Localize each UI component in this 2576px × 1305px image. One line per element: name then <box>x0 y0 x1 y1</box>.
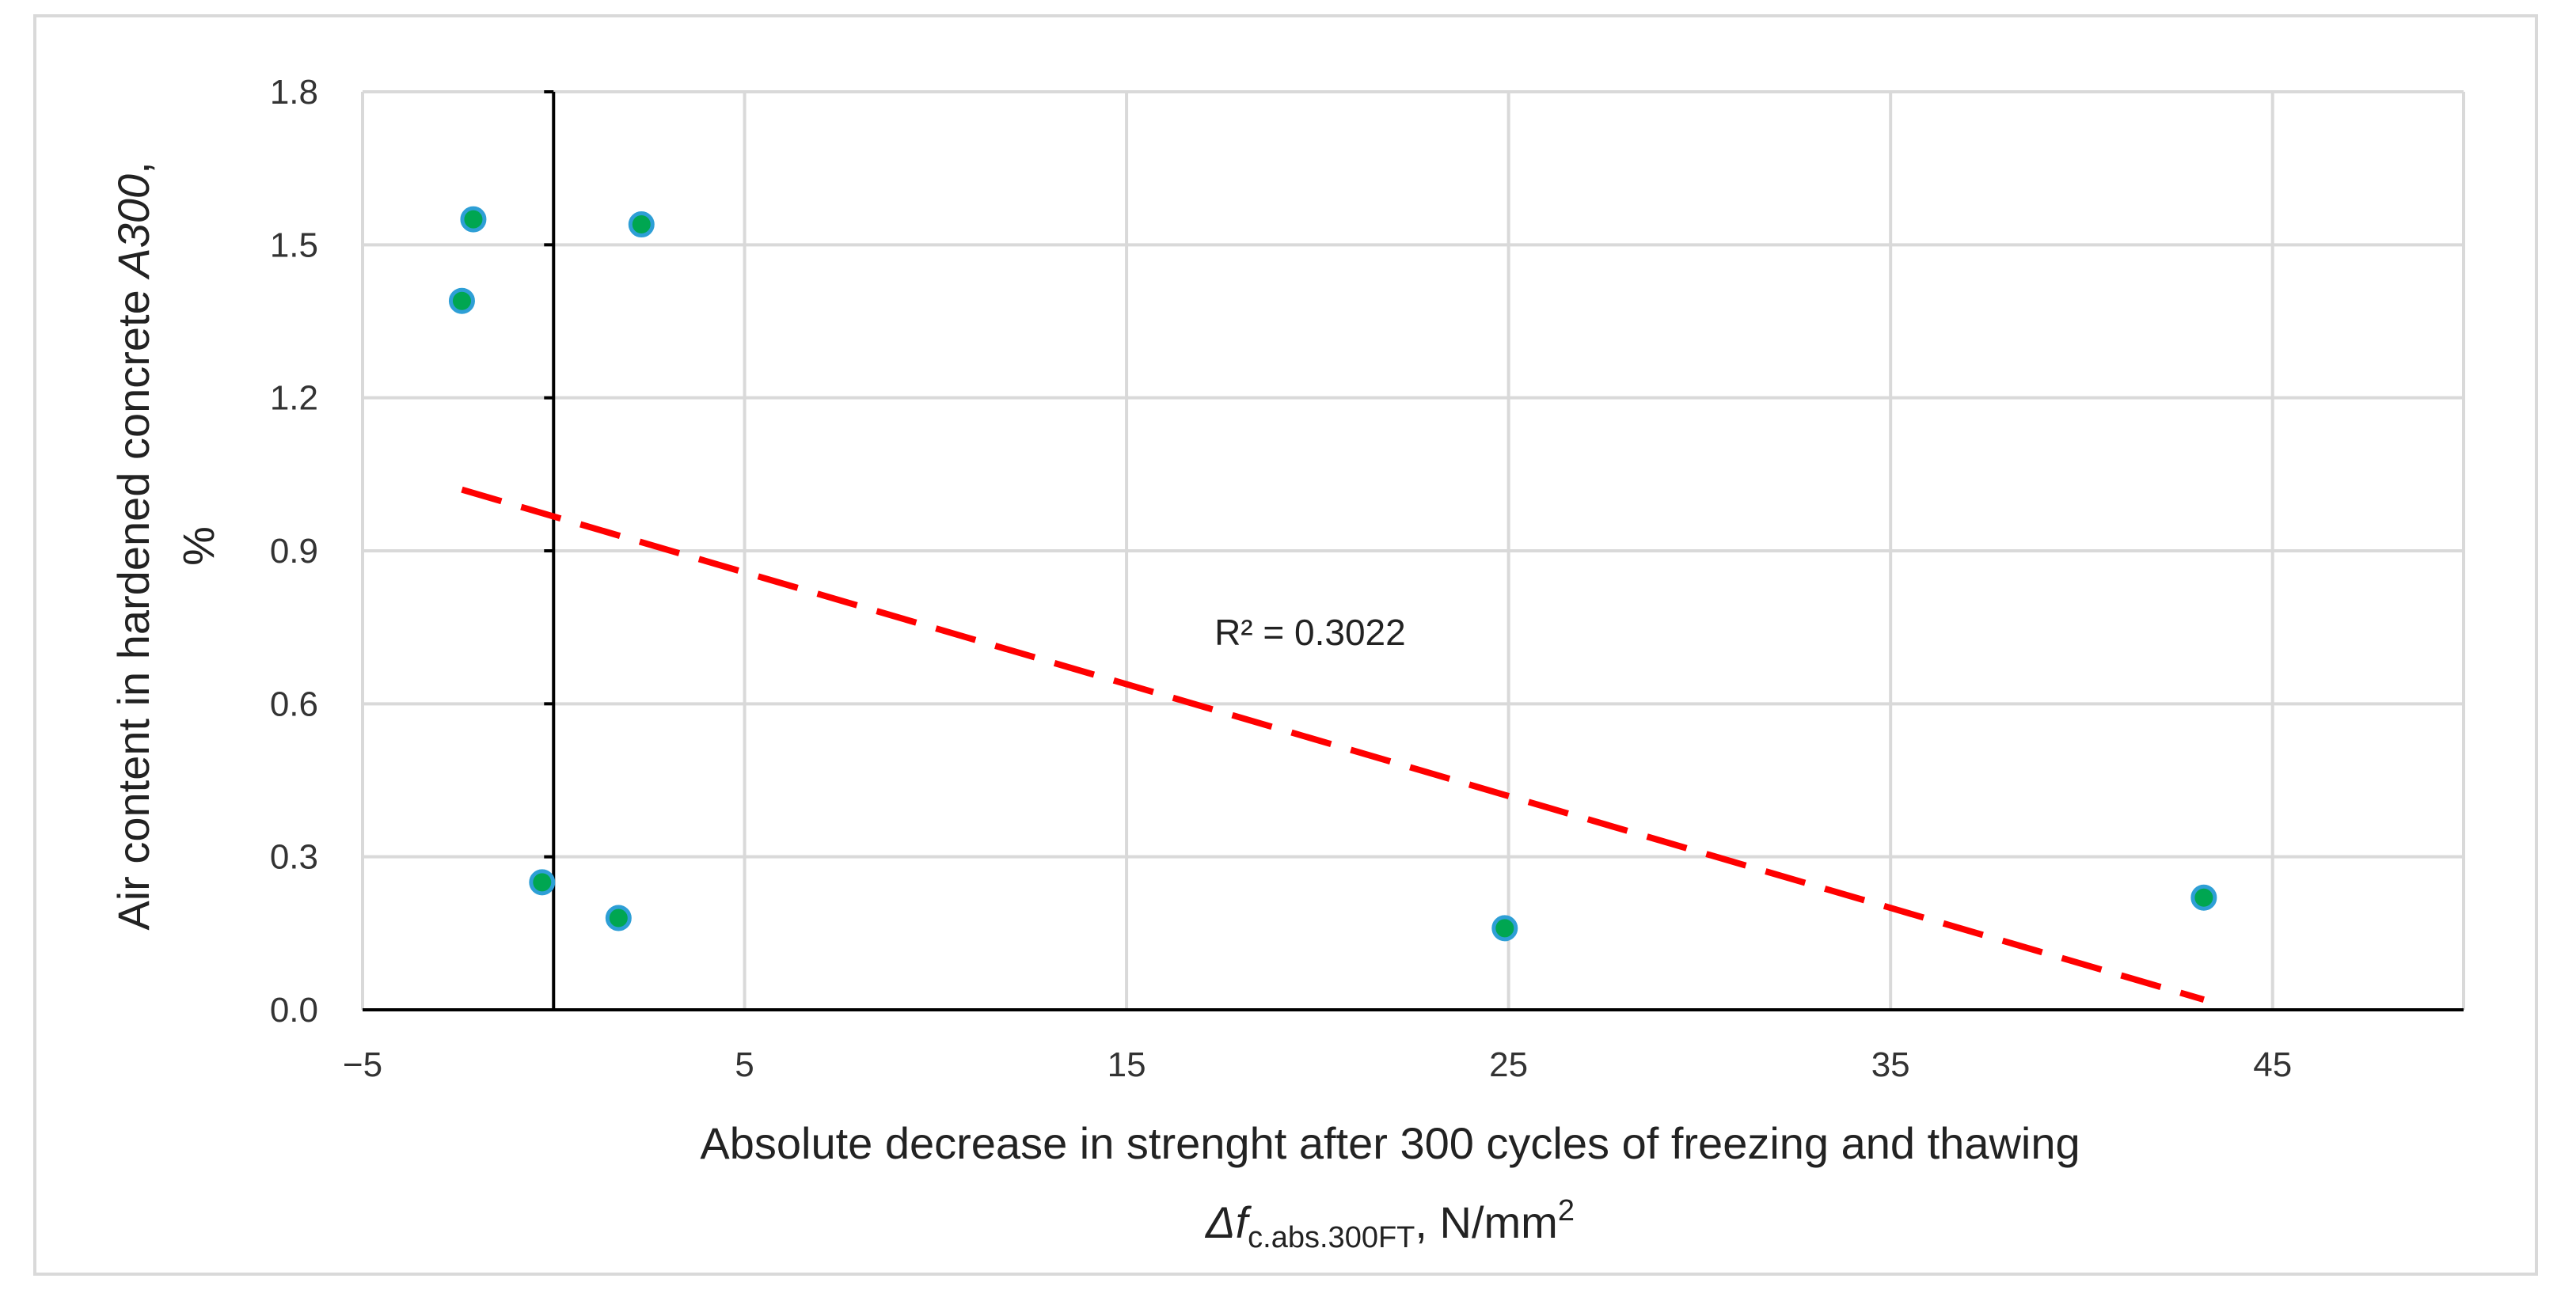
trendline-group <box>461 486 2205 1003</box>
x-tick-label: 45 <box>2253 1045 2292 1084</box>
x-axis-unit: , N/mm <box>1415 1197 1557 1247</box>
y-axis-title-suffix: , <box>108 161 158 174</box>
data-point <box>628 211 655 238</box>
y-tick-label: 1.8 <box>270 73 318 112</box>
axes <box>363 90 2464 1011</box>
y-axis-title-line1: Air content in hardened concrete A300, <box>108 161 158 930</box>
x-tick-label: −5 <box>343 1045 382 1084</box>
x-tick-label: 35 <box>1871 1045 1910 1084</box>
x-tick-label: 25 <box>1489 1045 1528 1084</box>
x-axis-title-line1: Absolute decrease in strenght after 300 … <box>700 1118 2080 1168</box>
data-point <box>1491 915 1518 942</box>
y-axis-title-line2: % <box>173 526 223 566</box>
gridlines <box>361 90 2465 1010</box>
data-point <box>529 869 556 896</box>
x-axis-superscript: 2 <box>1558 1194 1575 1227</box>
r-squared-annotation: R² = 0.3022 <box>1214 612 1406 653</box>
y-tick-label: 1.5 <box>270 226 318 264</box>
x-axis-title-line2: Δfc.abs.300FT, N/mm2 <box>1204 1194 1575 1254</box>
data-points <box>448 206 2217 942</box>
y-axis-title-italic: A300 <box>108 174 158 280</box>
x-tick-label: 5 <box>735 1045 754 1084</box>
y-tick-label: 0.9 <box>270 532 318 571</box>
y-axis-title-prefix: Air content in hardened concrete <box>108 278 158 931</box>
x-axis-subscript: c.abs.300FT <box>1248 1221 1415 1254</box>
trendline <box>461 486 2205 1003</box>
y-tick-label: 0.3 <box>270 838 318 877</box>
x-axis-symbol: Δf <box>1204 1197 1252 1247</box>
data-point <box>2190 884 2217 911</box>
data-point <box>605 905 632 931</box>
y-tick-label: 1.2 <box>270 379 318 418</box>
x-tick-label: 15 <box>1108 1045 1146 1084</box>
y-tick-label: 0.6 <box>270 685 318 723</box>
y-tick-label: 0.0 <box>270 991 318 1030</box>
tick-labels: 0.0 0.3 0.6 0.9 1.2 1.5 1.8 −5 5 15 25 35 45 <box>270 73 2292 1084</box>
chart-frame <box>33 14 2538 1276</box>
data-point <box>448 287 475 314</box>
data-point <box>460 206 487 233</box>
